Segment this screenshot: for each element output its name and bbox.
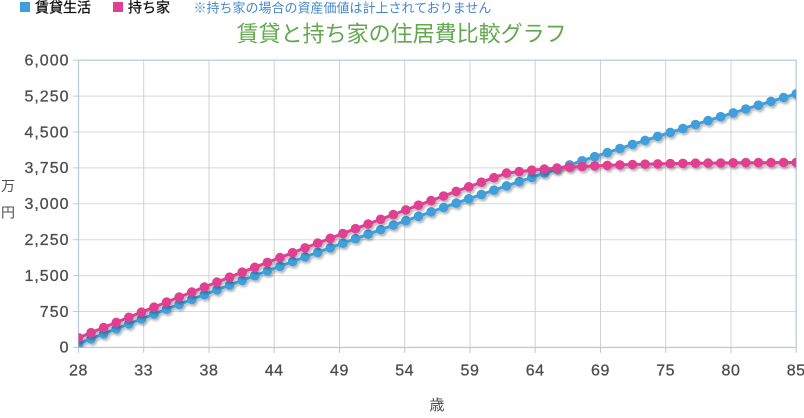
svg-text:69: 69 xyxy=(591,363,610,380)
svg-text:円: 円 xyxy=(1,205,15,221)
svg-text:750: 750 xyxy=(40,304,70,321)
svg-text:54: 54 xyxy=(395,363,414,380)
svg-text:6,000: 6,000 xyxy=(24,53,69,70)
svg-text:5,250: 5,250 xyxy=(24,88,69,105)
svg-text:75: 75 xyxy=(656,363,675,380)
svg-text:賃貸生活: 賃貸生活 xyxy=(35,0,91,16)
svg-text:80: 80 xyxy=(722,363,741,380)
svg-text:64: 64 xyxy=(526,363,545,380)
svg-text:28: 28 xyxy=(69,363,88,380)
svg-text:3,000: 3,000 xyxy=(24,196,69,213)
svg-text:59: 59 xyxy=(461,363,480,380)
svg-text:4,500: 4,500 xyxy=(24,124,69,141)
svg-text:賃貸と持ち家の住居費比較グラフ: 賃貸と持ち家の住居費比較グラフ xyxy=(237,22,567,47)
svg-text:44: 44 xyxy=(265,363,284,380)
svg-text:歳: 歳 xyxy=(429,397,444,413)
svg-text:2,250: 2,250 xyxy=(24,232,69,249)
svg-text:1,500: 1,500 xyxy=(24,268,69,285)
svg-text:38: 38 xyxy=(200,363,219,380)
svg-text:持ち家: 持ち家 xyxy=(128,0,170,16)
svg-text:※持ち家の場合の資産価値は計上されておりません: ※持ち家の場合の資産価値は計上されておりません xyxy=(194,1,492,16)
svg-text:33: 33 xyxy=(134,363,153,380)
svg-text:3,750: 3,750 xyxy=(24,160,69,177)
svg-text:49: 49 xyxy=(330,363,349,380)
svg-text:85: 85 xyxy=(787,363,804,380)
svg-text:0: 0 xyxy=(60,340,70,357)
svg-text:万: 万 xyxy=(1,178,15,194)
